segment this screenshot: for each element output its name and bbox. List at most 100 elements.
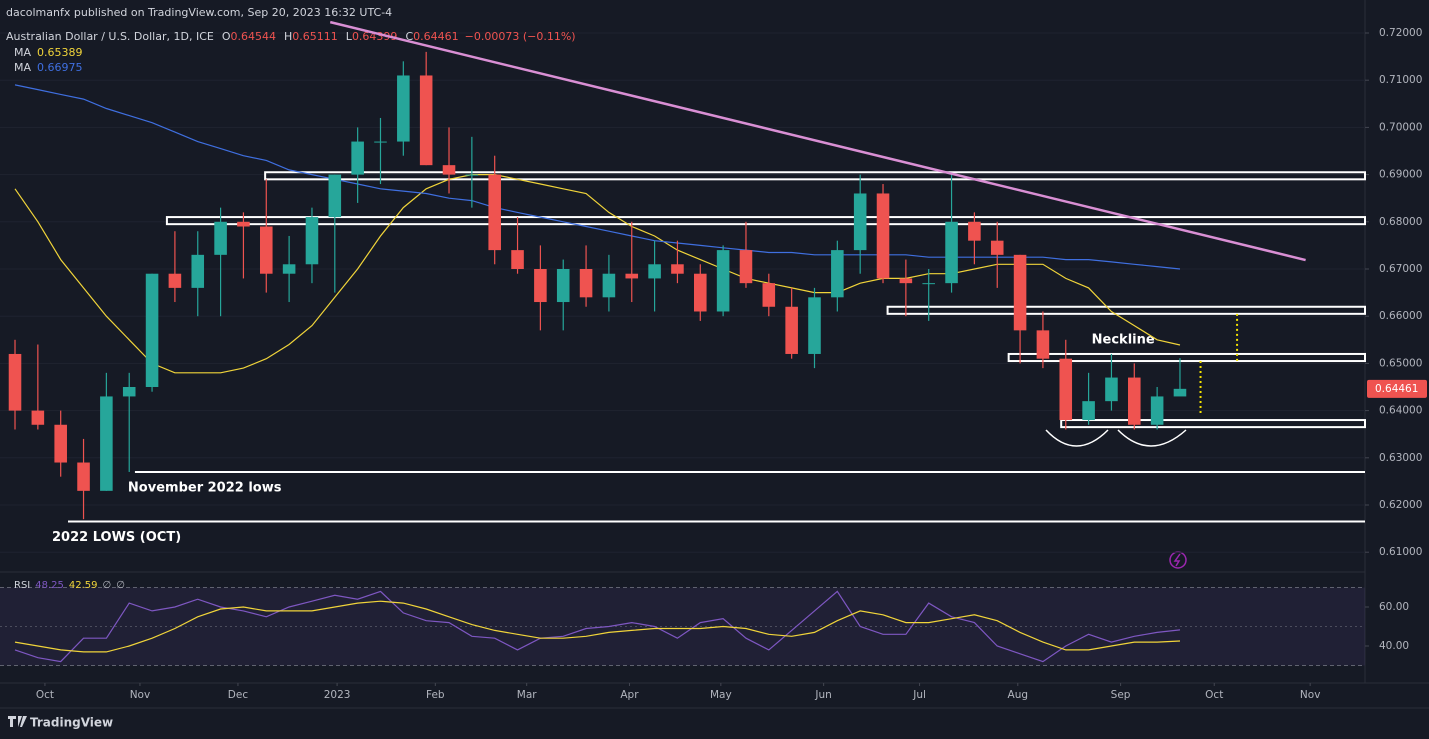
candle-body bbox=[8, 353, 22, 411]
candle-body bbox=[1150, 396, 1164, 425]
y-tick-label: 0.65000 bbox=[1379, 357, 1422, 369]
candle-body bbox=[305, 217, 319, 265]
ohlc-item: H0.65111 bbox=[284, 30, 338, 43]
zone bbox=[886, 305, 1366, 315]
candle-body bbox=[762, 283, 776, 307]
candle bbox=[191, 231, 205, 317]
candle bbox=[1150, 387, 1164, 430]
y-tick-label: 60.00 bbox=[1379, 601, 1409, 613]
candle-body bbox=[876, 193, 890, 279]
candle-body bbox=[54, 424, 67, 463]
rsi-value: 42.59 bbox=[69, 580, 98, 591]
candle bbox=[534, 245, 547, 331]
candle bbox=[648, 240, 661, 312]
candle bbox=[694, 264, 707, 321]
candle bbox=[762, 273, 776, 317]
candle bbox=[1059, 339, 1073, 430]
candle-body bbox=[648, 264, 661, 279]
candle-body bbox=[922, 283, 935, 285]
candle-body bbox=[945, 221, 958, 284]
candle bbox=[876, 184, 890, 284]
x-tick-label: Oct bbox=[1205, 689, 1223, 701]
ohlc-item: L0.64399 bbox=[346, 30, 398, 43]
ohlc-item: C0.64461 bbox=[405, 30, 458, 43]
alert-bolt[interactable] bbox=[1173, 553, 1181, 567]
bottom-arcs bbox=[1045, 429, 1187, 447]
candle bbox=[579, 245, 593, 307]
moving-average bbox=[14, 174, 1181, 374]
ma-name: MA bbox=[14, 61, 31, 74]
candle bbox=[556, 259, 570, 331]
y-tick-label: 40.00 bbox=[1379, 640, 1409, 652]
candle bbox=[259, 179, 273, 293]
candle bbox=[831, 240, 844, 312]
chart-title: Australian Dollar / U.S. Dollar, 1D, ICE… bbox=[6, 30, 576, 43]
candle-body bbox=[1082, 401, 1095, 421]
candle-body bbox=[168, 273, 182, 288]
zone bbox=[165, 216, 1366, 226]
candle-body bbox=[191, 254, 205, 288]
candle bbox=[168, 231, 182, 303]
candle-body bbox=[328, 174, 342, 218]
ohlc-label: O bbox=[222, 30, 231, 43]
candle-body bbox=[100, 396, 113, 491]
candle-body bbox=[259, 226, 273, 274]
rsi-value: 48.25 bbox=[35, 580, 64, 591]
candle bbox=[739, 221, 753, 288]
candle-body bbox=[968, 221, 981, 241]
candle bbox=[1036, 311, 1050, 369]
zone bbox=[264, 171, 1366, 181]
candle-body bbox=[374, 141, 387, 143]
candle bbox=[716, 245, 730, 317]
candle bbox=[100, 372, 113, 491]
last-price-box bbox=[1367, 379, 1427, 398]
ohlc-value: 0.64544 bbox=[231, 30, 277, 43]
candle bbox=[419, 51, 433, 166]
y-tick-label: 0.62000 bbox=[1379, 499, 1422, 511]
candle bbox=[328, 174, 342, 293]
candle bbox=[237, 212, 250, 279]
y-tick-label: 0.67000 bbox=[1379, 263, 1422, 275]
candle-body bbox=[1105, 377, 1118, 402]
x-tick-label: Nov bbox=[130, 689, 151, 701]
candle bbox=[488, 155, 501, 265]
candle bbox=[625, 221, 639, 303]
ohlc-label: L bbox=[346, 30, 353, 43]
candle-body bbox=[145, 273, 159, 388]
zone bbox=[1007, 352, 1366, 363]
candle-body bbox=[1173, 388, 1187, 397]
candle bbox=[853, 174, 867, 274]
candle-body bbox=[122, 387, 136, 397]
ohlc-item: O0.64544 bbox=[222, 30, 276, 43]
candle bbox=[282, 235, 296, 303]
symbol: Australian Dollar / U.S. Dollar, 1D, ICE bbox=[6, 30, 214, 43]
candle-body bbox=[808, 297, 821, 354]
y-tick-label: 0.69000 bbox=[1379, 169, 1422, 181]
candle-body bbox=[1059, 358, 1073, 421]
candle bbox=[77, 438, 90, 520]
rsi-band bbox=[0, 587, 1365, 666]
candle bbox=[122, 372, 136, 472]
ohlc-label: H bbox=[284, 30, 292, 43]
y-tick-label: 0.71000 bbox=[1379, 74, 1422, 86]
y-tick-label: 0.64000 bbox=[1379, 405, 1422, 417]
x-tick-label: Dec bbox=[228, 689, 249, 701]
candle-body bbox=[511, 250, 524, 269]
rsi-line bbox=[14, 590, 1181, 663]
candle bbox=[922, 268, 935, 321]
candle bbox=[899, 259, 913, 317]
candle bbox=[351, 127, 364, 203]
candle-body bbox=[831, 250, 844, 298]
candle bbox=[1082, 372, 1095, 425]
candle-body bbox=[77, 462, 90, 491]
x-tick-label: Feb bbox=[426, 689, 445, 701]
x-tick-label: Aug bbox=[1008, 689, 1029, 701]
candle bbox=[1105, 353, 1118, 411]
candle-body bbox=[465, 174, 479, 176]
zone bbox=[1060, 419, 1366, 429]
candle-body bbox=[579, 268, 593, 298]
arc bbox=[1117, 429, 1187, 447]
candle-body bbox=[625, 273, 639, 279]
candle bbox=[671, 240, 684, 284]
